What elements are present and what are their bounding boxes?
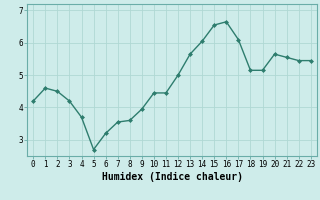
X-axis label: Humidex (Indice chaleur): Humidex (Indice chaleur) (101, 172, 243, 182)
